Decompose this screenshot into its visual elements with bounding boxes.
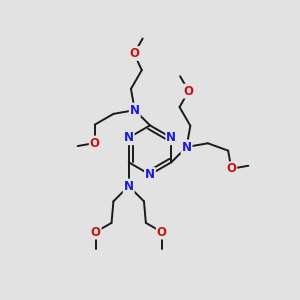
Text: O: O xyxy=(226,162,236,175)
Text: N: N xyxy=(124,131,134,144)
Text: O: O xyxy=(90,136,100,149)
Text: N: N xyxy=(130,103,140,117)
Text: O: O xyxy=(184,85,194,98)
Text: N: N xyxy=(124,180,134,193)
Text: O: O xyxy=(157,226,167,238)
Text: O: O xyxy=(129,47,139,60)
Text: O: O xyxy=(91,226,100,238)
Text: N: N xyxy=(166,131,176,144)
Text: N: N xyxy=(182,140,192,154)
Text: N: N xyxy=(145,168,155,181)
